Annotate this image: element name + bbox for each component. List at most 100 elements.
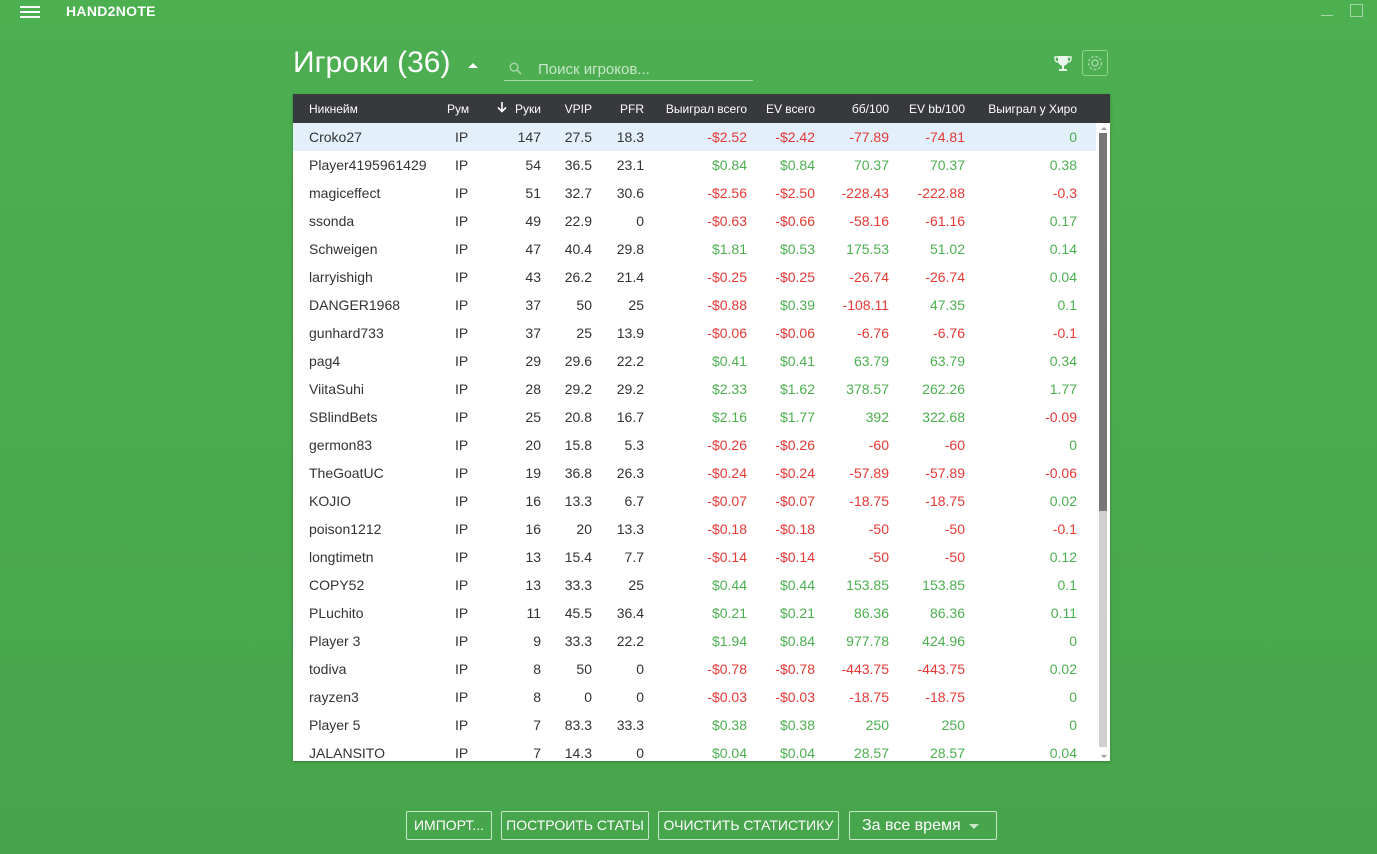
cell-bb100: 153.85: [846, 577, 889, 593]
table-row[interactable]: ssonda IP 49 22.9 0 -$0.63 -$0.66 -58.16 -61.16 0…: [293, 207, 1096, 235]
column-header-won-vs-hero[interactable]: Выиграл у Хиро: [988, 102, 1077, 116]
table-row[interactable]: poison1212 IP 16 20 13.3 -$0.18 -$0.18 -50 -50 -0…: [293, 515, 1096, 543]
column-header-ev-total[interactable]: EV всего: [765, 102, 815, 116]
table-row[interactable]: Croko27 IP 147 27.5 18.3 -$2.52 -$2.42 -77.89 -7…: [293, 123, 1096, 151]
settings-button[interactable]: [1082, 50, 1108, 76]
cell-hands: 9: [533, 633, 541, 649]
cell-ev-bb100: -50: [944, 549, 965, 565]
table-row[interactable]: Player 3 IP 9 33.3 22.2 $1.94 $0.84 977.78 424.9…: [293, 627, 1096, 655]
column-header-vpip[interactable]: VPIP: [564, 102, 592, 116]
search-input[interactable]: [536, 58, 750, 80]
table-row[interactable]: SBlindBets IP 25 20.8 16.7 $2.16 $1.77 392 322.6…: [293, 403, 1096, 431]
table-row[interactable]: TheGoatUC IP 19 36.8 26.3 -$0.24 -$0.24 -57.89 -…: [293, 459, 1096, 487]
cell-ev-bb100: 250: [941, 717, 965, 733]
table-row[interactable]: JALANSITO IP 7 14.3 0 $0.04 $0.04 28.57 28.57 0.0…: [293, 739, 1096, 761]
cell-won-vs-hero: 0: [1069, 689, 1077, 705]
column-header-room[interactable]: Рум: [447, 102, 470, 116]
column-header-bb100[interactable]: бб/100: [851, 102, 889, 116]
cell-room: IP: [455, 381, 469, 397]
cell-ev-bb100: -50: [944, 521, 965, 537]
column-header-hands[interactable]: Руки: [515, 102, 541, 116]
cell-bb100: 70.37: [853, 157, 889, 173]
cell-vpip: 50: [576, 661, 592, 677]
table-header: Никнейм Рум Руки VPIP PFR Выиграл всего …: [293, 94, 1110, 123]
cell-hands: 37: [525, 325, 541, 341]
table-row[interactable]: pag4 IP 29 29.6 22.2 $0.41 $0.41 63.79 63.79 0.34: [293, 347, 1096, 375]
table-row[interactable]: gunhard733 IP 37 25 13.9 -$0.06 -$0.06 -6.76 -6.…: [293, 319, 1096, 347]
cell-won-total: -$0.07: [707, 493, 747, 509]
cell-pfr: 13.3: [616, 521, 644, 537]
cell-pfr: 7.7: [624, 549, 644, 565]
cell-pfr: 29.2: [616, 381, 644, 397]
table-row[interactable]: PLuchito IP 11 45.5 36.4 $0.21 $0.21 86.36 86.36…: [293, 599, 1096, 627]
cell-ev-bb100: -18.75: [925, 493, 965, 509]
scroll-down-icon[interactable]: [1101, 755, 1107, 758]
cell-hands: 54: [525, 157, 541, 173]
column-header-ev-bb100[interactable]: EV bb/100: [908, 102, 965, 116]
trophy-icon[interactable]: [1052, 53, 1074, 75]
cell-hands: 8: [533, 661, 541, 677]
cell-bb100: -443.75: [841, 661, 889, 677]
cell-pfr: 5.3: [624, 437, 644, 453]
cell-vpip: 45.5: [564, 605, 592, 621]
dropdown-caret-icon: [969, 824, 979, 829]
minimize-icon[interactable]: [1320, 4, 1334, 18]
table-row[interactable]: Player 5 IP 7 83.3 33.3 $0.38 $0.38 250 250 0: [293, 711, 1096, 739]
cell-won-vs-hero: 0.12: [1049, 549, 1077, 565]
cell-won-total: -$0.06: [707, 325, 747, 341]
cell-won-vs-hero: -0.1: [1052, 325, 1077, 341]
cell-nickname: germon83: [309, 437, 373, 453]
column-header-nickname[interactable]: Никнейм: [309, 102, 358, 116]
table-row[interactable]: COPY52 IP 13 33.3 25 $0.44 $0.44 153.85 153.85 0.…: [293, 571, 1096, 599]
table-row[interactable]: ViitaSuhi IP 28 29.2 29.2 $2.33 $1.62 378.57 262…: [293, 375, 1096, 403]
table-row[interactable]: Player4195961429 IP 54 36.5 23.1 $0.84 $0.84 70…: [293, 151, 1096, 179]
cell-won-total: -$0.18: [707, 521, 747, 537]
table-row[interactable]: rayzen3 IP 8 0 0 -$0.03 -$0.03 -18.75 -18.75 0: [293, 683, 1096, 711]
scroll-up-icon[interactable]: [1101, 127, 1107, 130]
cell-room: IP: [455, 213, 469, 229]
column-header-won-total[interactable]: Выиграл всего: [665, 102, 747, 116]
sort-caret-icon[interactable]: [468, 63, 478, 68]
cell-pfr: 25: [628, 577, 644, 593]
table-row[interactable]: germon83 IP 20 15.8 5.3 -$0.26 -$0.26 -60 -60 0: [293, 431, 1096, 459]
table-row[interactable]: DANGER1968 IP 37 50 25 -$0.88 $0.39 -108.11 47.3…: [293, 291, 1096, 319]
cell-pfr: 29.8: [616, 241, 644, 257]
cell-room: IP: [455, 297, 469, 313]
cell-won-total: $1.94: [711, 633, 747, 649]
cell-vpip: 83.3: [564, 717, 592, 733]
scrollbar[interactable]: [1096, 123, 1110, 761]
scrollbar-thumb[interactable]: [1099, 133, 1107, 511]
cell-bb100: -50: [868, 549, 889, 565]
cell-won-total: -$2.52: [707, 129, 747, 145]
cell-nickname: ViitaSuhi: [309, 381, 365, 397]
cell-bb100: 250: [865, 717, 889, 733]
cell-room: IP: [455, 633, 469, 649]
cell-nickname: ssonda: [309, 213, 355, 229]
table-row[interactable]: Schweigen IP 47 40.4 29.8 $1.81 $0.53 175.53 51.…: [293, 235, 1096, 263]
search-box[interactable]: [504, 56, 753, 81]
cell-hands: 16: [525, 493, 541, 509]
build-stats-button[interactable]: ПОСТРОИТЬ СТАТЫ: [501, 811, 649, 840]
table-row[interactable]: longtimetn IP 13 15.4 7.7 -$0.14 -$0.14 -50 -50 0…: [293, 543, 1096, 571]
table-row[interactable]: larryishigh IP 43 26.2 21.4 -$0.25 -$0.25 -26.7…: [293, 263, 1096, 291]
table-row[interactable]: magiceffect IP 51 32.7 30.6 -$2.56 -$2.50 -228.…: [293, 179, 1096, 207]
app-title: HAND2NOTE: [66, 3, 156, 19]
cell-room: IP: [455, 437, 469, 453]
clear-stats-button[interactable]: ОЧИСТИТЬ СТАТИСТИКУ: [658, 811, 839, 840]
cell-nickname: magiceffect: [309, 185, 381, 201]
cell-vpip: 22.9: [564, 213, 592, 229]
cell-ev-bb100: -443.75: [917, 661, 965, 677]
period-dropdown[interactable]: За все время: [849, 811, 997, 840]
cell-bb100: -57.89: [849, 465, 889, 481]
cell-ev-total: -$0.18: [775, 521, 815, 537]
import-button[interactable]: ИМПОРТ...: [406, 811, 492, 840]
cell-room: IP: [455, 717, 469, 733]
cell-ev-total: -$0.07: [775, 493, 815, 509]
table-row[interactable]: todiva IP 8 50 0 -$0.78 -$0.78 -443.75 -443.75 0.…: [293, 655, 1096, 683]
maximize-icon[interactable]: [1350, 4, 1363, 17]
cell-bb100: 63.79: [853, 353, 889, 369]
cell-ev-bb100: 47.35: [929, 297, 965, 313]
column-header-pfr[interactable]: PFR: [620, 102, 644, 116]
table-row[interactable]: KOJIO IP 16 13.3 6.7 -$0.07 -$0.07 -18.75 -18.75…: [293, 487, 1096, 515]
menu-icon[interactable]: [20, 4, 40, 20]
